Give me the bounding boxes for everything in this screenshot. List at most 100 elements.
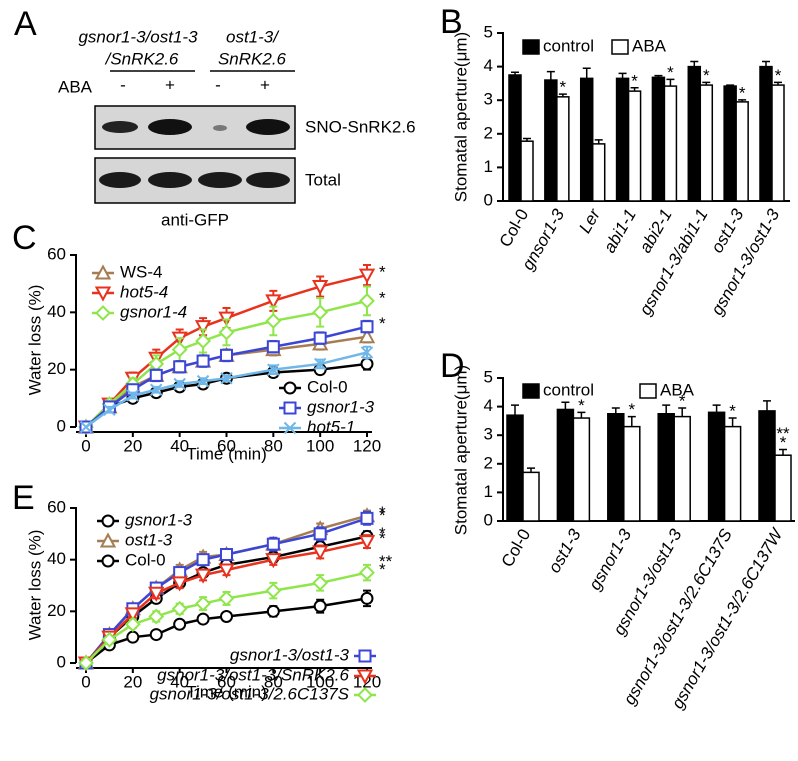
- error-bar: [678, 407, 687, 417]
- marker: [220, 348, 233, 362]
- y-tick-label: 0: [484, 190, 493, 209]
- bar: [556, 408, 575, 522]
- x-tick-label: 20: [123, 672, 142, 691]
- significance: *: [679, 392, 686, 411]
- bar: [651, 76, 666, 202]
- error-bar: [662, 404, 671, 414]
- marker: [218, 590, 235, 607]
- x-tick-label: 40: [170, 436, 189, 455]
- legend-label: ABA: [632, 36, 667, 55]
- marker: [220, 610, 233, 623]
- marker: [358, 268, 376, 284]
- marker: [265, 294, 282, 310]
- marker: [194, 320, 212, 336]
- significance: *: [628, 400, 635, 419]
- marker: [358, 328, 376, 344]
- bar: [707, 411, 726, 522]
- marker: [171, 576, 188, 592]
- significance: *: [780, 433, 787, 452]
- significance: *: [379, 503, 386, 522]
- y-tick-label: 2: [484, 123, 493, 142]
- bar: [699, 84, 714, 202]
- x-tick-label: 60: [217, 436, 236, 455]
- x-tick-label: 120: [353, 436, 381, 455]
- marker: [148, 608, 165, 625]
- significance: **: [379, 552, 393, 571]
- marker: [283, 421, 297, 435]
- marker: [313, 331, 327, 345]
- significance: *: [631, 71, 638, 90]
- error-bar: [762, 60, 770, 67]
- marker: [195, 333, 211, 349]
- bar: [735, 101, 749, 202]
- significance: **: [776, 424, 790, 443]
- bar: [657, 413, 675, 522]
- y-tick-label: 60: [47, 497, 66, 516]
- bar: [591, 143, 606, 202]
- marker: [313, 357, 327, 371]
- marker: [195, 595, 211, 612]
- marker: [173, 360, 187, 374]
- line: [85, 517, 368, 664]
- line: [85, 325, 368, 428]
- panel-label: A: [14, 5, 37, 43]
- error-bar: [611, 407, 620, 414]
- bar: [758, 410, 776, 522]
- error-bar: [558, 93, 567, 97]
- marker: [311, 280, 329, 296]
- y-axis-label: Stomatal aperture(μm): [451, 32, 470, 202]
- lane-label: -: [215, 75, 221, 94]
- marker: [266, 340, 280, 354]
- marker: [149, 368, 163, 382]
- legend-label: WS-4: [120, 262, 163, 281]
- bar: [663, 85, 678, 202]
- x-tick-label: 80: [264, 436, 283, 455]
- error-bar: [774, 81, 782, 86]
- marker: [311, 545, 329, 561]
- error-bar: [546, 70, 555, 81]
- bar: [572, 417, 591, 522]
- error-bar: [726, 84, 735, 87]
- marker: [218, 563, 235, 579]
- error-bar: [561, 401, 570, 410]
- bar: [579, 77, 594, 202]
- y-axis-label: Water loss (%): [25, 530, 44, 641]
- marker: [171, 341, 188, 358]
- y-tick-label: 20: [47, 601, 66, 620]
- bar: [520, 140, 534, 202]
- marker: [196, 612, 210, 626]
- marker: [78, 655, 94, 671]
- marker: [103, 403, 116, 417]
- marker: [358, 649, 372, 663]
- legend-swatch: [639, 383, 657, 399]
- y-tick-label: 4: [484, 56, 493, 75]
- x-axis-label: Time (min): [186, 682, 267, 701]
- error-bar: [763, 400, 771, 411]
- marker: [124, 616, 141, 633]
- marker: [220, 372, 233, 385]
- error-bar: [627, 415, 636, 427]
- panel-label: C: [12, 219, 37, 257]
- band: [246, 172, 290, 188]
- marker: [359, 292, 375, 309]
- marker: [312, 575, 329, 591]
- y-tick-label: 5: [484, 367, 493, 386]
- marker: [218, 324, 235, 341]
- error-bar: [577, 411, 586, 419]
- bar: [723, 85, 737, 202]
- error-bar: [527, 467, 535, 473]
- significance: *: [667, 63, 674, 82]
- legend-label: gsnor1-3: [125, 510, 193, 529]
- significance: *: [703, 66, 710, 85]
- error-bar: [523, 137, 531, 142]
- y-tick-label: 0: [57, 416, 66, 435]
- error-bar: [728, 417, 737, 427]
- y-tick-label: 3: [484, 425, 493, 444]
- significance: *: [379, 263, 386, 282]
- band: [198, 172, 242, 188]
- marker: [101, 554, 115, 568]
- bar: [544, 79, 558, 202]
- legend-swatch: [522, 383, 540, 399]
- lane-label: +: [165, 75, 175, 94]
- marker: [283, 401, 297, 415]
